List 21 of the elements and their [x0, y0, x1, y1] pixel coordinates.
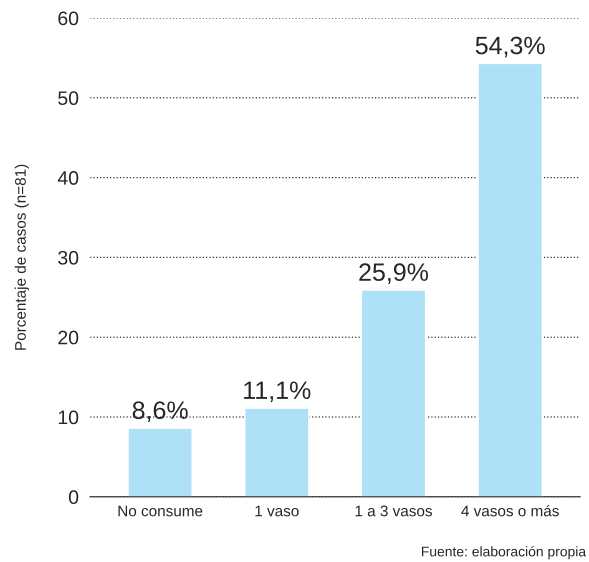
y-tick-label: 30 [58, 250, 78, 265]
bar [244, 408, 310, 497]
y-tick-label: 20 [58, 330, 78, 344]
x-tick-label: No consume [118, 506, 202, 516]
data-label: 8,6% [132, 401, 188, 422]
y-tick-label: 0 [68, 490, 78, 504]
bar [360, 289, 426, 497]
y-axis-title: Porcentaje de casos (n=81) [14, 164, 29, 350]
y-tick-label: 50 [58, 91, 78, 106]
bar [127, 427, 193, 497]
data-label: 25,9% [359, 263, 428, 284]
y-tick-label: 40 [58, 171, 78, 185]
x-tick-label: 4 vasos o más [461, 504, 559, 516]
data-label: 11,1% [244, 382, 310, 402]
y-tick-label: 10 [58, 410, 78, 424]
data-label: 54,3% [476, 36, 545, 58]
x-tick-label: 1 a 3 vasos [356, 506, 432, 516]
x-tick-label: 1 vaso [255, 506, 299, 516]
bar [477, 62, 543, 497]
source-note: Fuente: elaboración propia [422, 546, 586, 560]
y-tick-label: 60 [58, 11, 78, 26]
